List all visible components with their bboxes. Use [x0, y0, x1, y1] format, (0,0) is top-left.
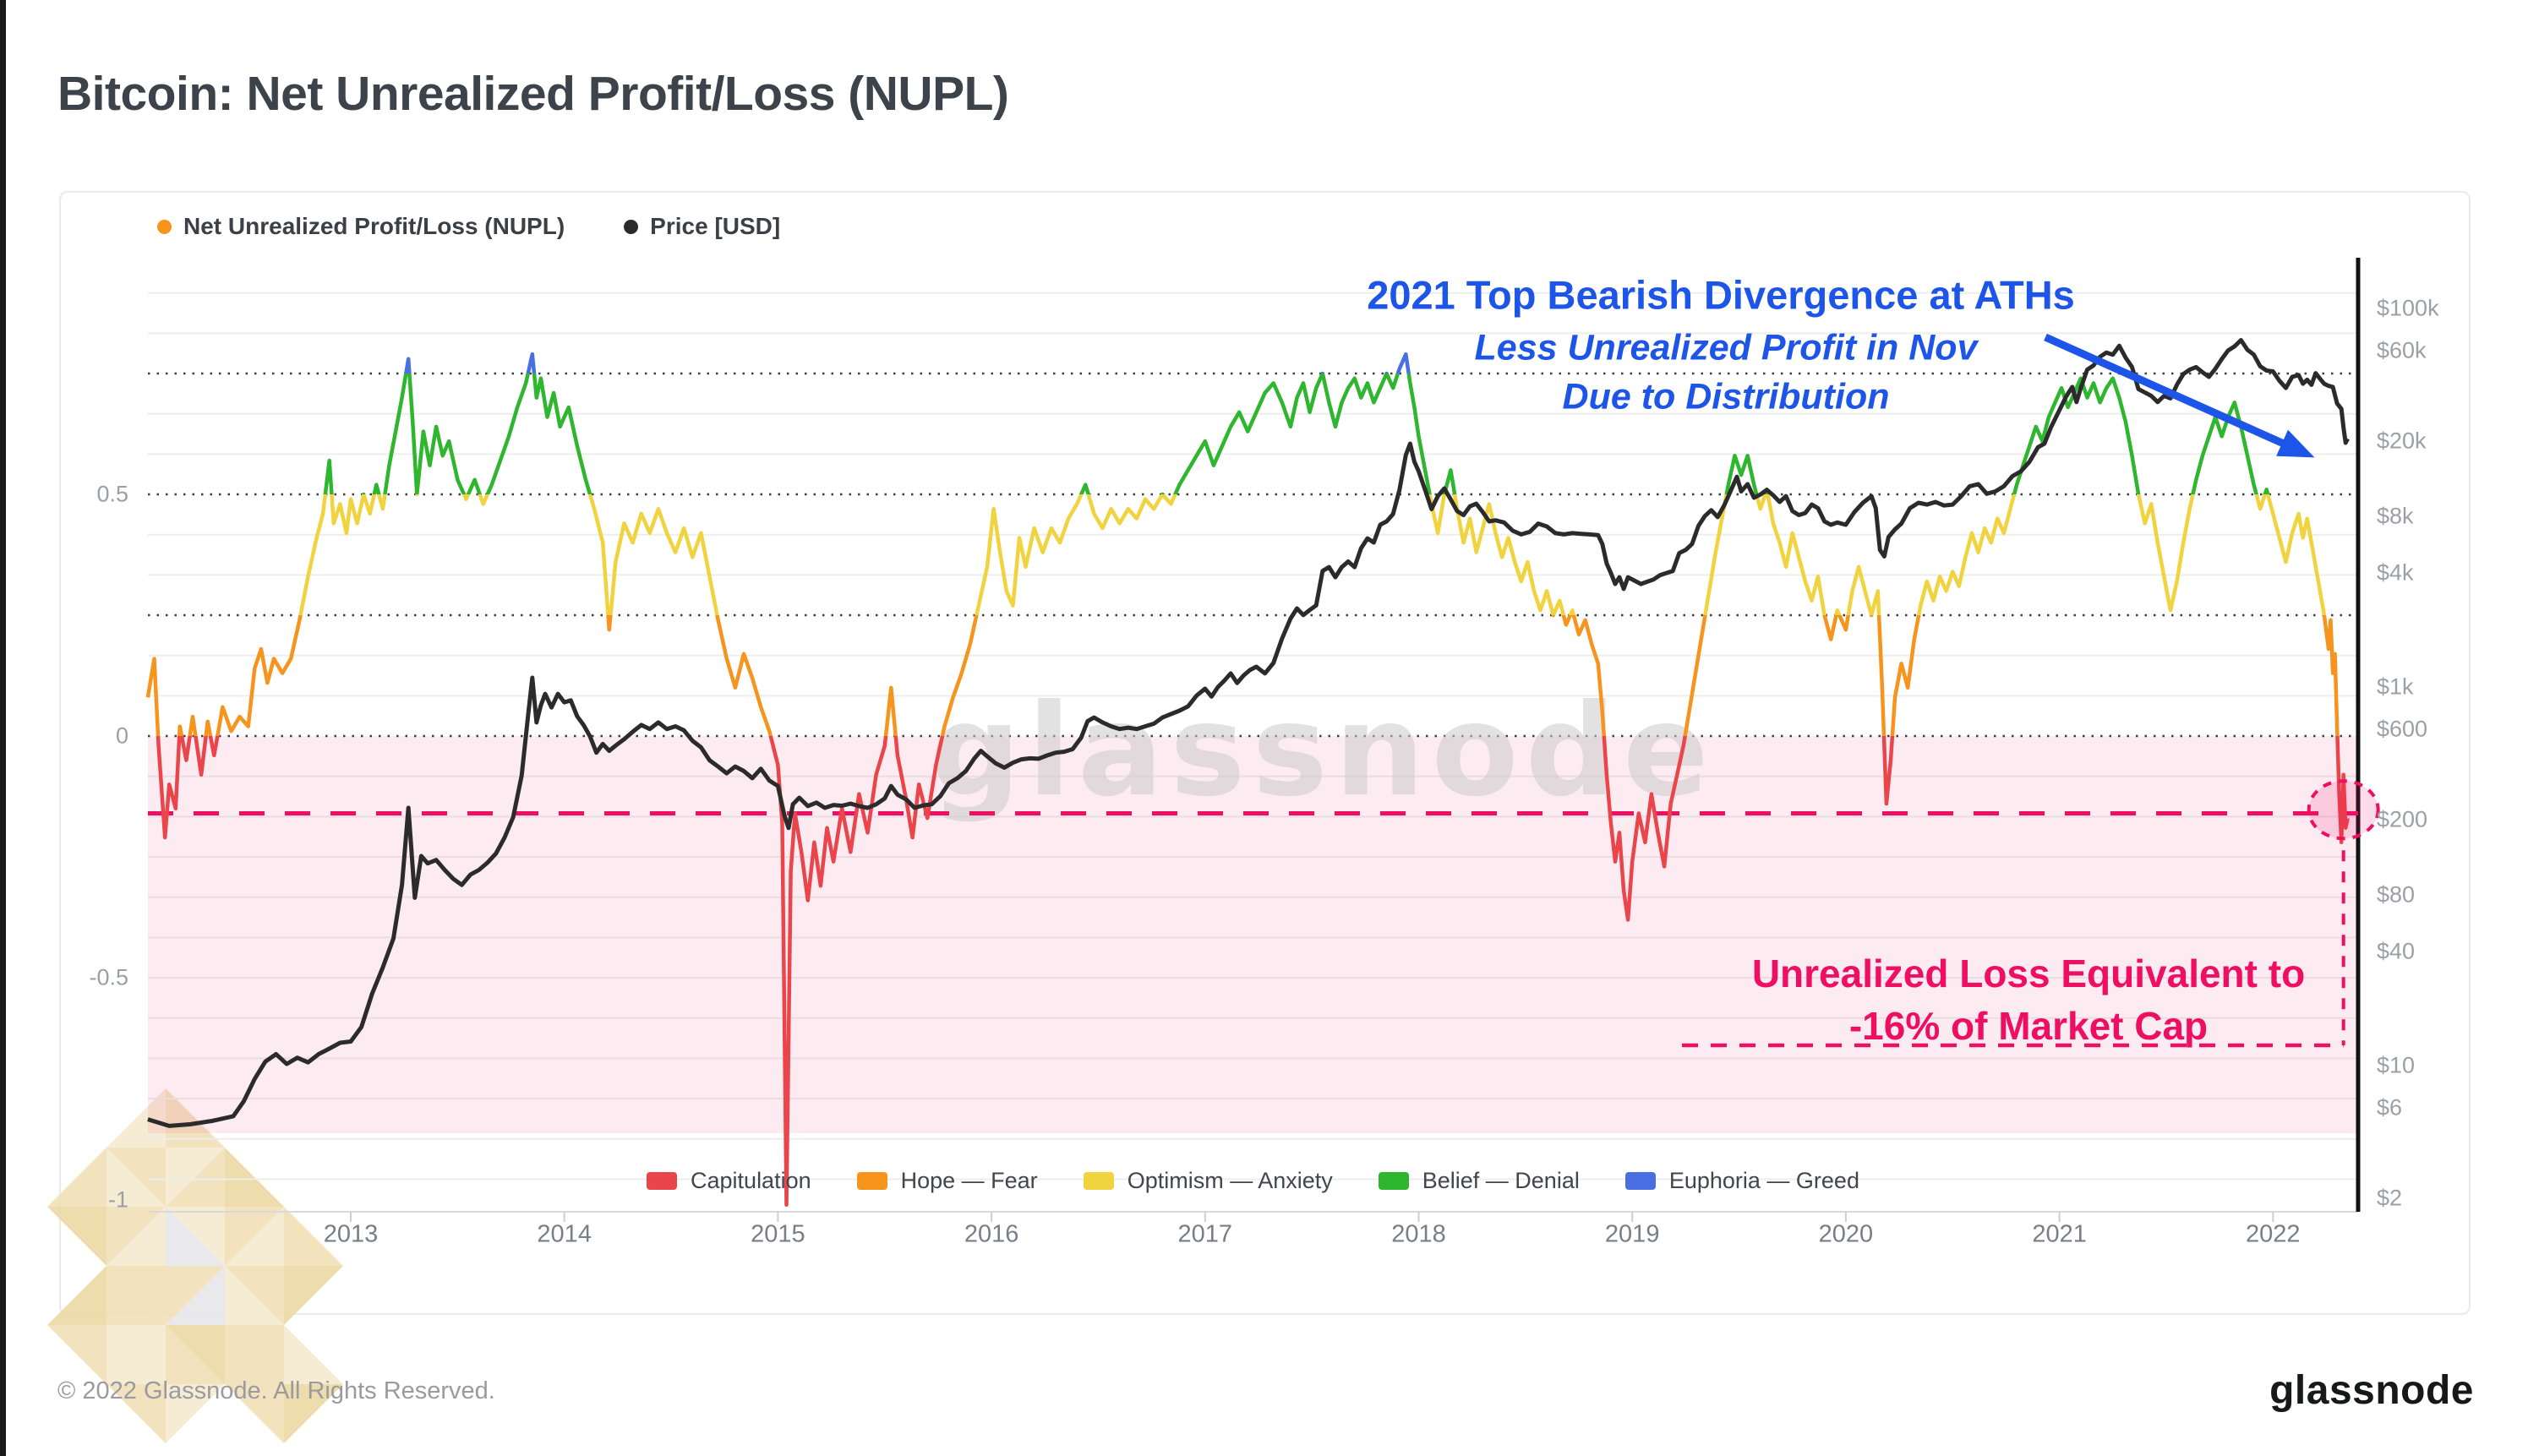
- price-tick-label: $40: [2377, 938, 2416, 964]
- year-tick-label: 2013: [323, 1220, 379, 1248]
- price-tick-label: $6: [2377, 1094, 2403, 1121]
- band-legend-label: Belief — Denial: [1422, 1168, 1580, 1193]
- year-tick-label: 2016: [964, 1220, 1019, 1248]
- price-tick-label: $100k: [2377, 295, 2439, 321]
- price-tick-label: $1k: [2377, 673, 2414, 700]
- nupl-tick-label: 0.5: [96, 481, 128, 507]
- band-legend-item[interactable]: Hope — Fear: [856, 1168, 1038, 1194]
- glassnode-diamond-watermark: [47, 1088, 343, 1443]
- band-legend-swatch-icon: [1624, 1172, 1656, 1190]
- window-left-border: [0, 0, 6, 1456]
- annotation-loss-line2: -16% of Market Cap: [1848, 1004, 2209, 1048]
- annotation-loss-line1: Unrealized Loss Equivalent to: [1751, 952, 2306, 995]
- highlight-circle: [2307, 779, 2380, 841]
- series-legend: Net Unrealized Profit/Loss (NUPL) Price […: [157, 213, 780, 240]
- nupl-line-green: [323, 374, 2270, 494]
- series-legend-item[interactable]: Price [USD]: [624, 213, 780, 240]
- year-tick-label: 2015: [751, 1220, 805, 1248]
- price-tick-label: $80: [2377, 881, 2416, 908]
- year-tick-label: 2020: [1818, 1220, 1874, 1248]
- year-tick-label: 2019: [1604, 1220, 1660, 1248]
- nupl-tick-label: 0: [115, 723, 128, 749]
- series-legend-dot-icon: [157, 219, 172, 234]
- band-legend-swatch-icon: [1378, 1172, 1409, 1190]
- price-tick-label: $8k: [2377, 503, 2414, 529]
- band-legend-swatch-icon: [647, 1172, 678, 1190]
- price-line: [147, 338, 2350, 1128]
- price-tick-label: $200: [2377, 806, 2428, 832]
- price-tick-label: $2: [2377, 1185, 2403, 1211]
- copyright-text: © 2022 Glassnode. All Rights Reserved.: [57, 1377, 495, 1404]
- price-tick-label: $20k: [2377, 428, 2427, 454]
- divergence-arrow: [2044, 333, 2302, 455]
- page-title: Bitcoin: Net Unrealized Profit/Loss (NUP…: [57, 67, 1009, 122]
- band-legend-label: Optimism — Anxiety: [1127, 1168, 1333, 1193]
- year-tick-label: 2021: [2032, 1220, 2087, 1248]
- year-tick-label: 2014: [537, 1220, 592, 1248]
- series-legend-item[interactable]: Net Unrealized Profit/Loss (NUPL): [157, 213, 565, 240]
- annotation-divergence-line2: Less Unrealized Profit in Nov: [1474, 327, 1978, 368]
- price-tick-label: $600: [2377, 716, 2428, 742]
- chart-card: [59, 191, 2471, 1315]
- band-legend: Capitulation Hope — Fear Optimism — Anxiet…: [148, 1168, 2358, 1194]
- nupl-tick-label: -1: [107, 1186, 128, 1213]
- price-tick-label: $60k: [2377, 337, 2427, 363]
- band-legend-swatch-icon: [1083, 1172, 1114, 1190]
- annotation-divergence-line3: Due to Distribution: [1562, 376, 1890, 417]
- divergence-arrowhead-icon: [2276, 429, 2315, 458]
- glassnode-text-watermark: glassnode: [930, 678, 1716, 825]
- price-tick-label: $4k: [2377, 559, 2414, 586]
- glassnode-wordmark: glassnode: [2269, 1368, 2474, 1413]
- year-tick-label: 2017: [1177, 1220, 1233, 1248]
- band-legend-item[interactable]: Euphoria — Greed: [1624, 1168, 1859, 1194]
- band-legend-label: Hope — Fear: [900, 1168, 1038, 1193]
- year-tick-label: 2022: [2246, 1220, 2301, 1248]
- nupl-tick-label: -0.5: [89, 964, 128, 990]
- band-legend-item[interactable]: Belief — Denial: [1378, 1168, 1580, 1194]
- annotation-divergence-title: 2021 Top Bearish Divergence at ATHs: [1367, 272, 2075, 318]
- band-legend-label: Capitulation: [691, 1168, 811, 1193]
- band-legend-item[interactable]: Capitulation: [647, 1168, 811, 1194]
- series-legend-label: Price [USD]: [650, 213, 781, 239]
- band-legend-swatch-icon: [856, 1172, 887, 1190]
- series-legend-dot-icon: [624, 219, 639, 234]
- price-tick-label: $10: [2377, 1052, 2416, 1078]
- band-legend-label: Euphoria — Greed: [1668, 1168, 1859, 1193]
- band-legend-item[interactable]: Optimism — Anxiety: [1083, 1168, 1333, 1194]
- year-tick-label: 2018: [1391, 1220, 1446, 1248]
- series-legend-label: Net Unrealized Profit/Loss (NUPL): [183, 213, 565, 239]
